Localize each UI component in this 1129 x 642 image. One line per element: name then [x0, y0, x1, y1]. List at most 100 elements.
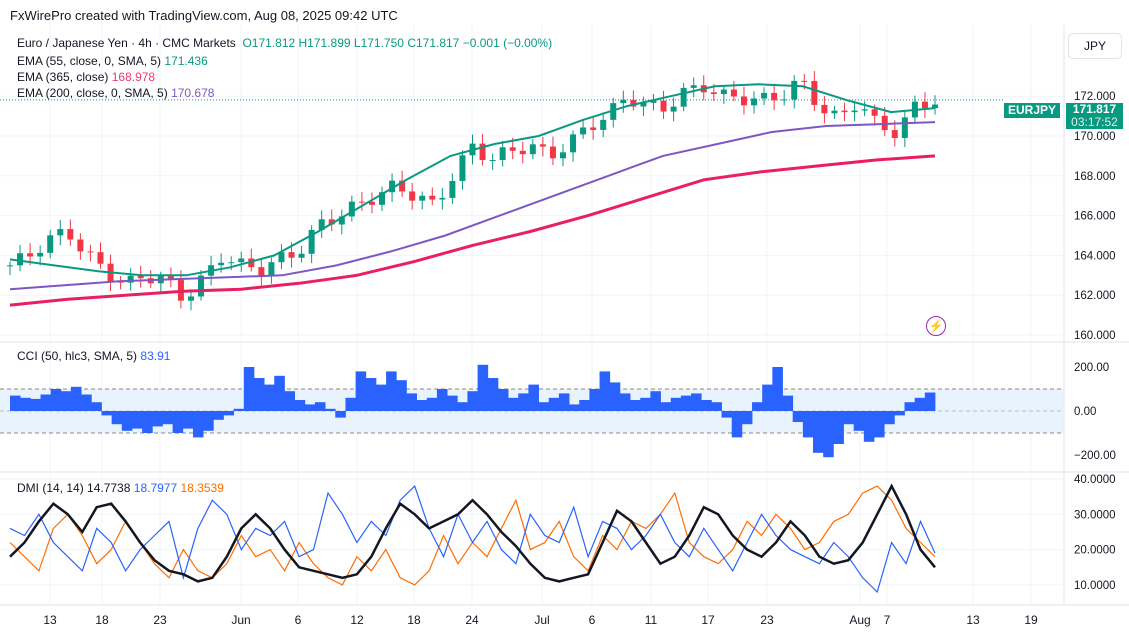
time-axis-label: 6 — [589, 613, 596, 627]
candle-up — [600, 119, 607, 130]
ema365-legend[interactable]: EMA (365, close) 168.978 — [17, 70, 155, 84]
time-axis-label: 24 — [465, 613, 479, 627]
cci-bar — [426, 397, 438, 411]
candle-down — [87, 251, 94, 253]
candle-up — [57, 229, 64, 236]
currency-button[interactable]: JPY — [1068, 33, 1122, 59]
cci-bar — [813, 411, 824, 453]
ema365-label: EMA (365, close) — [17, 70, 109, 84]
lightning-icon[interactable]: ⚡ — [926, 316, 946, 336]
candle-up — [499, 147, 506, 161]
cci-bar — [274, 375, 285, 411]
cci-bar — [203, 411, 214, 431]
candle-up — [489, 160, 496, 162]
cci-bar — [365, 378, 377, 411]
price-axis-label: 160.000 — [1074, 330, 1116, 342]
cci-bar — [386, 371, 397, 411]
candle-down — [881, 115, 888, 131]
dmi-axis-label: 10.0000 — [1074, 580, 1116, 592]
ema55-line — [9, 83, 936, 277]
cci-bar — [640, 397, 651, 411]
candle-down — [77, 239, 84, 252]
candle-up — [198, 275, 205, 297]
cci-bar — [721, 411, 733, 418]
cci-bar — [558, 393, 570, 411]
candle-up — [791, 80, 798, 100]
cci-bar — [111, 411, 123, 425]
candle-up — [720, 89, 727, 95]
cci-bar — [589, 389, 600, 411]
adx-value: 14.7738 — [87, 481, 131, 495]
cci-bar — [345, 397, 357, 411]
cci-bar — [924, 392, 936, 411]
dmi-legend[interactable]: DMI (14, 14) 14.7738 18.7977 18.3539 — [17, 481, 224, 495]
candle-down — [730, 89, 737, 97]
time-axis-label: 7 — [884, 613, 891, 627]
cci-bar — [335, 411, 346, 418]
cci-bar — [874, 411, 885, 438]
time-axis-label: 12 — [350, 613, 364, 627]
cci-value: 83.91 — [140, 349, 171, 363]
cci-bar — [223, 411, 235, 416]
candle-down — [630, 99, 637, 107]
cci-bar — [20, 397, 31, 411]
cci-bar — [853, 411, 865, 431]
candle-down — [841, 110, 848, 113]
change-value: −0.001 (−0.00%) — [462, 36, 553, 50]
candle-up — [278, 252, 285, 263]
candle-down — [539, 144, 546, 147]
chart-credit: FxWirePro created with TradingView.com, … — [10, 8, 398, 23]
cci-bar — [162, 411, 174, 425]
ema55-legend[interactable]: EMA (55, close, 0, SMA, 5) 171.436 — [17, 54, 208, 68]
time-axis-label: Jul — [534, 613, 549, 627]
candle-up — [17, 253, 24, 266]
last-price-tag: 171.817 03:17:52 — [1066, 103, 1123, 129]
cci-bar — [823, 411, 834, 458]
candle-down — [409, 191, 416, 201]
cci-bar — [569, 404, 580, 411]
candle-up — [901, 117, 908, 138]
candle-up — [861, 109, 868, 111]
cci-bar — [81, 394, 92, 411]
time-axis-label: 19 — [1024, 613, 1038, 627]
minus-di-value: 18.3539 — [180, 481, 224, 495]
cci-bar — [325, 408, 336, 411]
cci-bar — [152, 411, 163, 427]
cci-bar — [406, 393, 417, 411]
cci-bar — [487, 378, 499, 411]
cci-bar — [457, 402, 468, 411]
candle-up — [580, 127, 587, 135]
dmi-axis-label: 30.0000 — [1074, 509, 1116, 521]
cci-bar — [142, 411, 153, 433]
cci-bar — [447, 395, 458, 411]
candle-down — [710, 92, 717, 95]
candle-up — [379, 192, 386, 205]
cci-bar — [914, 397, 926, 411]
candle-up — [228, 262, 235, 264]
candle-up — [559, 152, 566, 159]
cci-bar — [497, 389, 509, 411]
cci-bar — [182, 411, 194, 429]
adx-line — [9, 483, 936, 583]
candle-up — [781, 99, 788, 101]
candle-up — [650, 100, 657, 103]
dmi-axis-label: 20.0000 — [1074, 545, 1116, 557]
cci-bar — [416, 400, 428, 411]
cci-bar — [396, 380, 407, 411]
time-axis-label: 13 — [43, 613, 57, 627]
candle-down — [660, 100, 667, 112]
candle-up — [37, 252, 44, 257]
price-axis-label: 172.000 — [1074, 91, 1116, 103]
cci-legend[interactable]: CCI (50, hlc3, SMA, 5) 83.91 — [17, 349, 170, 363]
cci-bar — [304, 404, 316, 411]
candle-up — [529, 144, 536, 155]
candle-up — [439, 197, 446, 200]
cci-bar — [467, 391, 478, 411]
ema200-legend[interactable]: EMA (200, close, 0, SMA, 5) 170.678 — [17, 86, 214, 100]
candle-down — [399, 180, 406, 192]
candle-up — [348, 201, 355, 217]
candle-down — [368, 201, 375, 205]
cci-bar — [701, 400, 712, 411]
cci-bar — [375, 384, 387, 411]
